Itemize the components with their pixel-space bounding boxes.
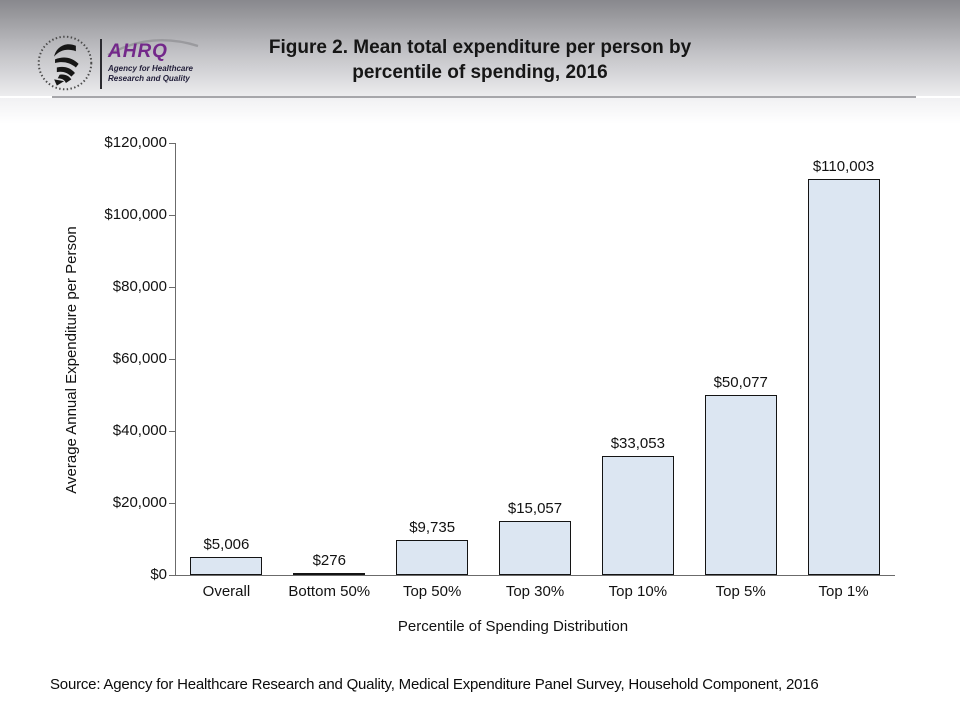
bar-value-label: $15,057 <box>507 500 563 517</box>
y-axis-tick <box>169 287 175 288</box>
y-axis-tick <box>169 575 175 576</box>
y-axis-tick <box>169 143 175 144</box>
ahrq-swoosh-icon <box>107 39 199 57</box>
figure-title: Figure 2. Mean total expenditure per per… <box>0 35 960 85</box>
x-category-label: Top 5% <box>715 583 766 600</box>
figure-title-line1: Figure 2. Mean total expenditure per per… <box>268 37 692 58</box>
bar-value-label: $5,006 <box>203 536 250 553</box>
slide-header: AHRQ Agency for Healthcare Research and … <box>0 0 960 96</box>
x-category-label: Top 30% <box>505 583 565 600</box>
figure-title-line2: percentile of spending, 2016 <box>352 62 608 83</box>
y-axis-tick <box>169 431 175 432</box>
bar-value-label: $276 <box>312 552 346 569</box>
ahrq-tagline: Agency for Healthcare Research and Quali… <box>108 64 228 83</box>
bar-top-1- <box>807 179 880 575</box>
bar-value-label: $50,077 <box>713 374 768 391</box>
bar-top-5- <box>704 395 777 575</box>
x-category-label: Bottom 50% <box>288 583 371 600</box>
x-category-label: Top 10% <box>608 583 668 600</box>
y-axis-tick <box>169 215 175 216</box>
y-axis-tick <box>169 503 175 504</box>
x-category-label: Top 50% <box>402 583 462 600</box>
y-tick-label: $40,000 <box>112 422 167 439</box>
ahrq-acronym: AHRQ <box>108 41 168 62</box>
y-axis-line <box>175 143 176 575</box>
bar-overall <box>190 557 263 575</box>
ahrq-tagline-line1: Agency for Healthcare <box>108 64 193 73</box>
header-fade <box>0 98 960 124</box>
bar-top-30- <box>499 521 571 575</box>
bar-value-label: $110,003 <box>812 158 875 175</box>
bar-value-label: $33,053 <box>610 435 665 452</box>
x-category-label: Top 1% <box>818 583 869 600</box>
x-axis-title: Percentile of Spending Distribution <box>397 618 629 635</box>
bar-value-label: $9,735 <box>409 519 456 536</box>
y-tick-label: $20,000 <box>112 494 167 511</box>
bar-top-10- <box>601 456 674 575</box>
y-axis-tick <box>169 359 175 360</box>
source-citation: Source: Agency for Healthcare Research a… <box>50 676 819 693</box>
hhs-eagle-seal-icon <box>36 34 94 92</box>
bar-bottom-50- <box>293 573 366 575</box>
x-axis-line <box>175 575 895 576</box>
x-category-label: Overall <box>202 583 251 600</box>
y-tick-label: $80,000 <box>112 278 167 295</box>
y-tick-label: $0 <box>150 566 167 583</box>
logo-divider <box>100 39 102 89</box>
y-tick-label: $100,000 <box>104 206 167 223</box>
y-tick-label: $120,000 <box>104 134 167 151</box>
ahrq-wordmark-block: AHRQ Agency for Healthcare Research and … <box>107 39 228 83</box>
y-tick-label: $60,000 <box>112 350 167 367</box>
header-divider-rule <box>52 96 916 98</box>
ahrq-tagline-line2: Research and Quality <box>108 73 190 83</box>
hhs-ahrq-logo: AHRQ Agency for Healthcare Research and … <box>36 34 199 94</box>
bar-top-50- <box>396 540 469 575</box>
